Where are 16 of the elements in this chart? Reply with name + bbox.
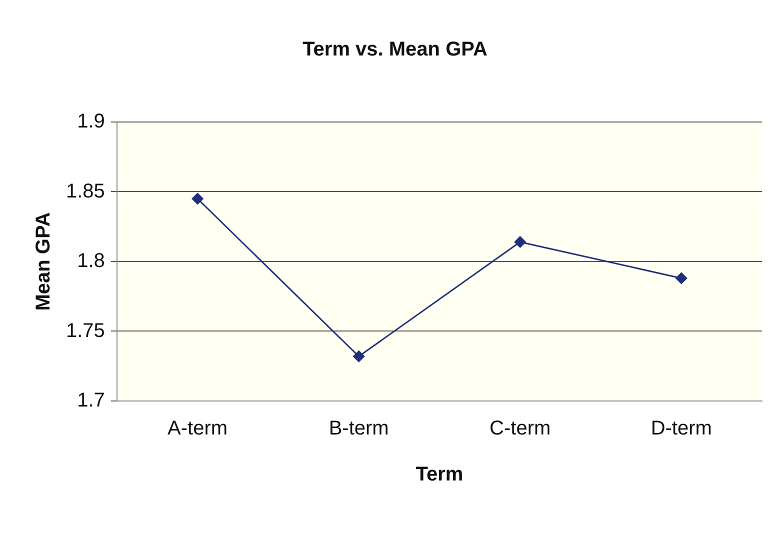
y-tick-label: 1.9 bbox=[77, 110, 105, 133]
y-tick-label: 1.75 bbox=[66, 320, 105, 342]
y-tick-label: 1.85 bbox=[66, 180, 105, 202]
point bbox=[514, 236, 526, 248]
point bbox=[192, 192, 204, 204]
x-tick-label: A-term bbox=[168, 418, 228, 440]
y-tick-label: 1.8 bbox=[77, 250, 105, 272]
y-axis-title: Mean GPA bbox=[32, 212, 55, 311]
chart-title: Term vs. Mean GPA bbox=[302, 38, 488, 61]
x-tick-label: D-term bbox=[650, 418, 712, 440]
x-axis-title: Term bbox=[416, 464, 464, 486]
point bbox=[353, 350, 365, 362]
x-tick-label: C-term bbox=[490, 418, 551, 440]
point bbox=[676, 272, 688, 284]
y-tick-label: 1.7 bbox=[77, 390, 105, 412]
x-tick-label: B-term bbox=[328, 418, 389, 440]
